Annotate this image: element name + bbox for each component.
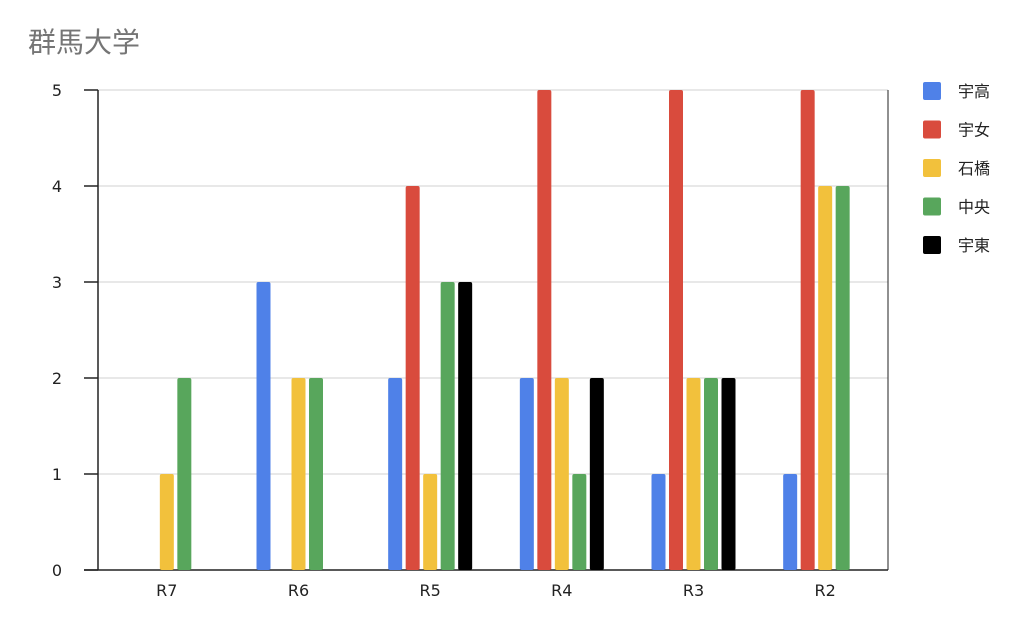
axes [84, 89, 889, 571]
bar [309, 378, 323, 570]
legend-label: 宇女 [958, 121, 990, 140]
bar [458, 282, 473, 570]
y-tick-label: 0 [52, 561, 62, 580]
y-tick-label: 1 [52, 465, 62, 484]
legend-swatch [923, 159, 941, 177]
bar [783, 474, 798, 570]
bar [405, 186, 420, 570]
bar [835, 186, 850, 570]
legend-label: 中央 [958, 198, 990, 217]
bar [519, 378, 534, 570]
bar [686, 378, 701, 570]
y-tick-label: 3 [52, 273, 62, 292]
bar [440, 282, 455, 570]
bar [177, 378, 192, 570]
x-axis-tick-labels: R7 R6 R5 R4 R3 R2 [156, 581, 836, 600]
bar [669, 90, 683, 570]
y-tick-label: 2 [52, 369, 62, 388]
legend-swatch [923, 197, 941, 216]
bar [423, 474, 438, 570]
x-tick-label: R2 [815, 581, 836, 600]
bar [589, 378, 604, 570]
y-axis-tick-labels: 0 1 2 3 4 5 [52, 81, 62, 580]
x-tick-label: R3 [683, 581, 704, 600]
legend-label: 宇高 [958, 82, 990, 101]
bar [291, 378, 306, 570]
bar [159, 474, 174, 570]
bars [159, 90, 850, 570]
legend-swatch [923, 236, 941, 254]
bar [554, 378, 569, 570]
gridlines [98, 89, 888, 475]
bar [818, 186, 833, 570]
bar [572, 474, 587, 570]
bar [537, 90, 552, 570]
legend-swatch [923, 82, 941, 100]
y-tick-label: 4 [52, 177, 62, 196]
chart-title: 群馬大学 [28, 26, 140, 59]
y-tick-label: 5 [52, 81, 62, 100]
x-tick-label: R5 [420, 581, 441, 600]
bar [721, 378, 736, 570]
x-tick-label: R7 [156, 581, 177, 600]
bar [651, 474, 666, 570]
x-tick-label: R4 [551, 581, 572, 600]
legend-label: 宇東 [958, 236, 990, 255]
bar [704, 378, 718, 570]
bar [388, 378, 403, 570]
legend-swatch [923, 120, 941, 139]
bar [800, 90, 815, 570]
x-tick-label: R6 [288, 581, 309, 600]
bar [256, 282, 271, 570]
legend-label: 石橋 [958, 159, 990, 178]
